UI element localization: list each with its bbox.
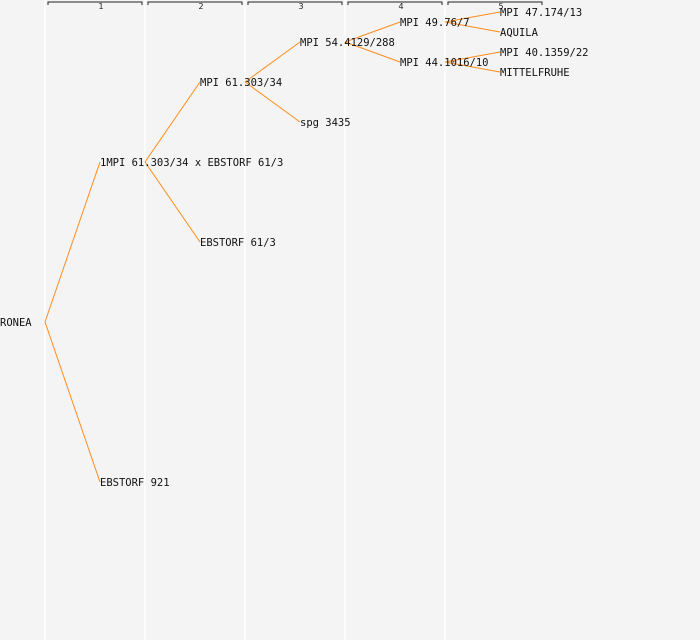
generation-number-3: 3 (298, 2, 303, 11)
node-labels: RONEA 1MPI 61.303/34 x EBSTORF 61/3 EBST… (0, 7, 589, 489)
generation-bracket-3 (247, 1, 343, 5)
connector-g4a-sire (444, 11, 501, 23)
connector-g4a-dam (444, 21, 501, 33)
connector-root-sire (44, 161, 101, 323)
connector-g3-sire (344, 21, 401, 43)
node-gen4-top[interactable]: MPI 49.76/7 (400, 17, 470, 29)
node-gen1-bottom[interactable]: EBSTORF 921 (100, 477, 170, 489)
connector-g1-sire (144, 81, 201, 163)
node-gen5-a[interactable]: MPI 47.174/13 (500, 7, 582, 19)
node-root[interactable]: RONEA (0, 317, 32, 329)
connector-g2-dam (244, 81, 301, 123)
node-gen3-bottom[interactable]: spg 3435 (300, 117, 351, 129)
node-gen2-top[interactable]: MPI 61.303/34 (200, 77, 282, 89)
node-gen1-top[interactable]: 1MPI 61.303/34 x EBSTORF 61/3 (100, 157, 283, 169)
generation-numbers: 1 2 3 4 5 (98, 2, 503, 11)
generation-bracket-2 (147, 1, 243, 5)
generation-bracket-1 (47, 1, 143, 5)
node-gen3-top[interactable]: MPI 54.4129/288 (300, 37, 395, 49)
connectors (44, 11, 501, 483)
generation-bracket-5 (447, 1, 543, 5)
generation-header (47, 1, 543, 5)
node-gen5-b[interactable]: AQUILA (500, 27, 539, 39)
generation-number-2: 2 (198, 2, 203, 11)
node-gen5-c[interactable]: MPI 40.1359/22 (500, 47, 589, 59)
connector-g4b-dam (444, 61, 501, 73)
connector-g2-sire (244, 41, 301, 83)
generation-bracket-4 (347, 1, 443, 5)
connector-g1-dam (144, 161, 201, 243)
node-gen5-d[interactable]: MITTELFRUHE (500, 67, 570, 79)
connector-root-dam (44, 321, 101, 483)
node-gen2-bottom[interactable]: EBSTORF 61/3 (200, 237, 276, 249)
generation-number-5: 5 (498, 2, 503, 11)
generation-number-4: 4 (398, 2, 403, 11)
column-lines (44, 0, 446, 640)
generation-number-1: 1 (98, 2, 103, 11)
connector-g3-dam (344, 41, 401, 63)
connector-g4b-sire (444, 51, 501, 63)
node-gen4-bottom[interactable]: MPI 44.1016/10 (400, 57, 489, 69)
